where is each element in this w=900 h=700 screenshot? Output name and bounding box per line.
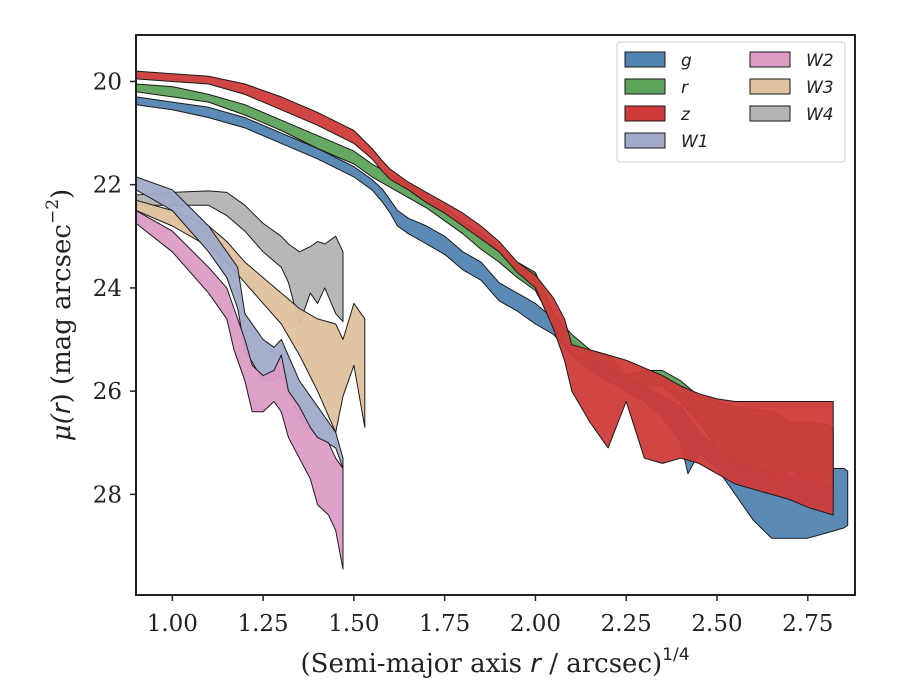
legend-label-w2: W2 [806,51,834,71]
ticks-layer: 1.00 1.25 1.50 1.75 2.00 2.25 2.50 2.75 20 22 24 26… [93,69,834,637]
legend-label-w4: W4 [806,105,834,125]
legend-swatch-g [624,51,666,68]
series-layer [136,70,849,570]
x-tick-label: 2.25 [601,611,652,637]
x-tick-label: 1.00 [147,611,198,637]
y-axis-label-unit: ) (mag arcsec [47,224,77,403]
x-tick-label: 2.75 [782,611,833,637]
legend-label-r: r [681,78,689,98]
y-axis-label-exp: −2 [43,199,63,224]
x-axis-label-main: (Semi-major axis [300,649,530,679]
y-axis-label-close: ) [47,189,77,199]
x-tick-label: 1.25 [237,611,288,637]
band-w4 [136,190,344,325]
x-axis-label-exp: 1/4 [662,645,689,665]
plot-frame [135,34,856,596]
legend-swatch-w2 [749,51,791,68]
y-tick-label: 28 [93,482,122,508]
y-tick-label: 24 [93,276,122,302]
legend-swatch-w1 [624,132,666,149]
x-tick-label: 1.75 [419,611,470,637]
x-axis-label-var: r [530,649,543,679]
legend-label-w3: W3 [806,78,834,98]
band-z [136,70,834,516]
x-tick-label: 2.50 [691,611,742,637]
y-tick-label: 26 [93,379,122,405]
x-tick-label: 2.00 [510,611,561,637]
legend: grz W1 W2 W3 W4 [616,41,846,163]
x-tick-label: 1.50 [328,611,379,637]
legend-box [616,41,846,163]
legend-swatch-r [624,78,666,95]
legend-swatch-z [624,105,666,122]
y-tick-label: 20 [93,69,122,95]
legend-label-z: z [680,105,691,125]
y-tick-label: 22 [93,173,122,199]
legend-swatch-w3 [749,78,791,95]
legend-column-2: W2 W3 W4 [749,51,834,125]
x-axis-label-unit: / arcsec) [541,649,662,679]
y-axis-label: μ(r) (mag arcsec−2) [43,189,77,441]
y-axis-label-var: r [47,401,77,414]
legend-label-g: g [681,51,692,71]
x-axis-label: (Semi-major axis r / arcsec)1/4 [300,645,689,679]
legend-label-w1: W1 [681,132,709,152]
y-axis-label-main: μ( [47,413,77,441]
band-w2 [136,210,344,570]
legend-swatch-w4 [749,105,791,122]
legend-column-1: grz W1 [624,51,709,152]
